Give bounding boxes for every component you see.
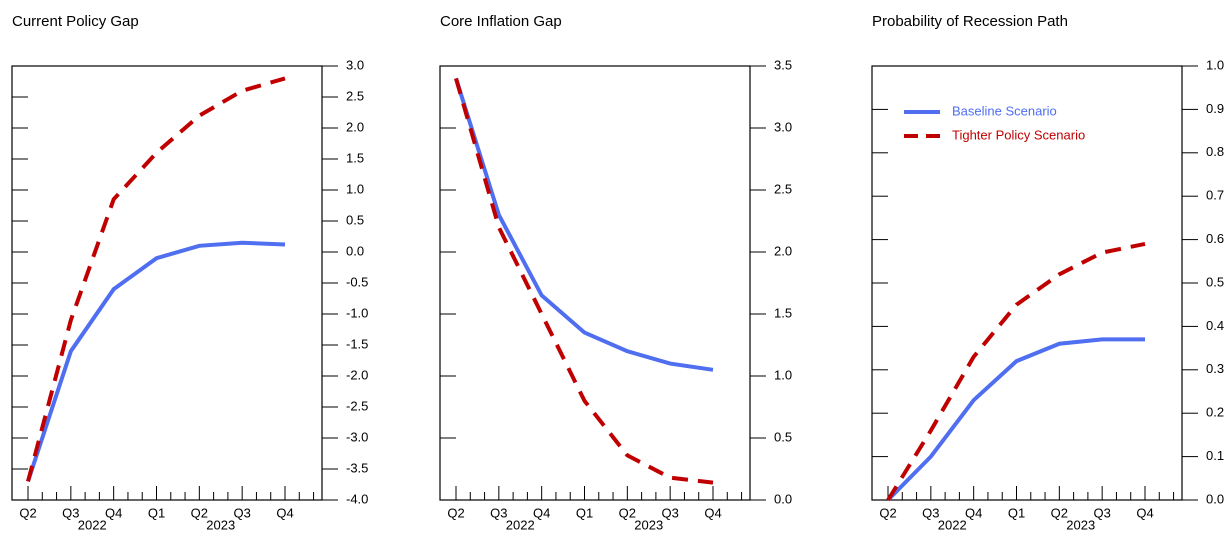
y-tick-label: 1.5: [774, 305, 792, 320]
y-tick-label: 1.0: [346, 181, 364, 196]
y-tick-label: 0.1: [1206, 448, 1224, 463]
x-group-label: 2022: [78, 517, 107, 532]
y-tick-label: 0.9: [1206, 101, 1224, 116]
y-tick-label: 3.0: [346, 57, 364, 72]
x-group-label: 2023: [206, 517, 235, 532]
x-tick-label: Q1: [1008, 505, 1025, 520]
y-tick-label: 0.3: [1206, 361, 1224, 376]
x-tick-label: Q1: [148, 505, 165, 520]
x-tick-label: Q2: [447, 505, 464, 520]
x-tick-label: Q1: [576, 505, 593, 520]
y-tick-label: 0.0: [774, 491, 792, 506]
y-tick-label: 1.0: [774, 367, 792, 382]
legend-label: Tighter Policy Scenario: [952, 127, 1085, 142]
y-tick-label: -1.5: [346, 336, 368, 351]
y-tick-label: 3.5: [774, 57, 792, 72]
x-tick-label: Q3: [661, 505, 678, 520]
panel-title: Core Inflation Gap: [440, 13, 562, 30]
series-line: [26, 240, 286, 483]
y-tick-label: 0.5: [774, 429, 792, 444]
x-tick-label: Q4: [1136, 505, 1153, 520]
series-line: [26, 76, 286, 482]
y-tick-label: 0.5: [346, 212, 364, 227]
series-line: [454, 77, 714, 372]
x-group-label: 2022: [938, 517, 967, 532]
y-tick-label: 0.0: [346, 243, 364, 258]
x-group-label: 2022: [506, 517, 535, 532]
x-tick-label: Q4: [965, 505, 982, 520]
y-tick-label: 0.2: [1206, 405, 1224, 420]
y-tick-label: -1.0: [346, 305, 368, 320]
y-tick-label: 0.7: [1206, 188, 1224, 203]
series-line: [886, 241, 1146, 502]
y-tick-label: -2.0: [346, 367, 368, 382]
plot-frame: [11, 65, 323, 501]
y-tick-label: -4.0: [346, 491, 368, 506]
y-tick-label: -3.0: [346, 429, 368, 444]
y-tick-label: -2.5: [346, 398, 368, 413]
series-line: [454, 77, 714, 485]
y-tick-label: 2.0: [774, 243, 792, 258]
x-tick-label: Q2: [619, 505, 636, 520]
y-tick-label: -3.5: [346, 460, 368, 475]
x-group-label: 2023: [634, 517, 663, 532]
y-tick-label: 0.6: [1206, 231, 1224, 246]
y-tick-label: 0.4: [1206, 318, 1224, 333]
y-tick-label: 2.5: [774, 181, 792, 196]
x-group-label: 2023: [1066, 517, 1095, 532]
y-tick-label: 2.5: [346, 88, 364, 103]
x-tick-label: Q3: [490, 505, 507, 520]
x-tick-label: Q3: [1093, 505, 1110, 520]
panel-title: Current Policy Gap: [12, 13, 139, 30]
y-tick-label: 2.0: [346, 119, 364, 134]
y-tick-label: 3.0: [774, 119, 792, 134]
series-line: [886, 337, 1145, 502]
panel-title: Probability of Recession Path: [872, 13, 1068, 30]
legend-label: Baseline Scenario: [952, 103, 1057, 118]
x-tick-label: Q3: [922, 505, 939, 520]
y-tick-label: 1.5: [346, 150, 364, 165]
x-tick-label: Q2: [879, 505, 896, 520]
x-tick-label: Q3: [233, 505, 250, 520]
x-tick-label: Q2: [191, 505, 208, 520]
y-tick-label: 0.8: [1206, 144, 1224, 159]
y-tick-label: -0.5: [346, 274, 368, 289]
x-tick-label: Q4: [704, 505, 721, 520]
y-tick-label: 0.5: [1206, 274, 1224, 289]
x-tick-label: Q4: [105, 505, 122, 520]
y-tick-label: 1.0: [1206, 57, 1224, 72]
x-tick-label: Q4: [276, 505, 293, 520]
plot-frame: [439, 65, 751, 501]
x-tick-label: Q3: [62, 505, 79, 520]
y-tick-label: 0.0: [1206, 491, 1224, 506]
x-tick-label: Q2: [19, 505, 36, 520]
x-tick-label: Q2: [1051, 505, 1068, 520]
x-tick-label: Q4: [533, 505, 550, 520]
